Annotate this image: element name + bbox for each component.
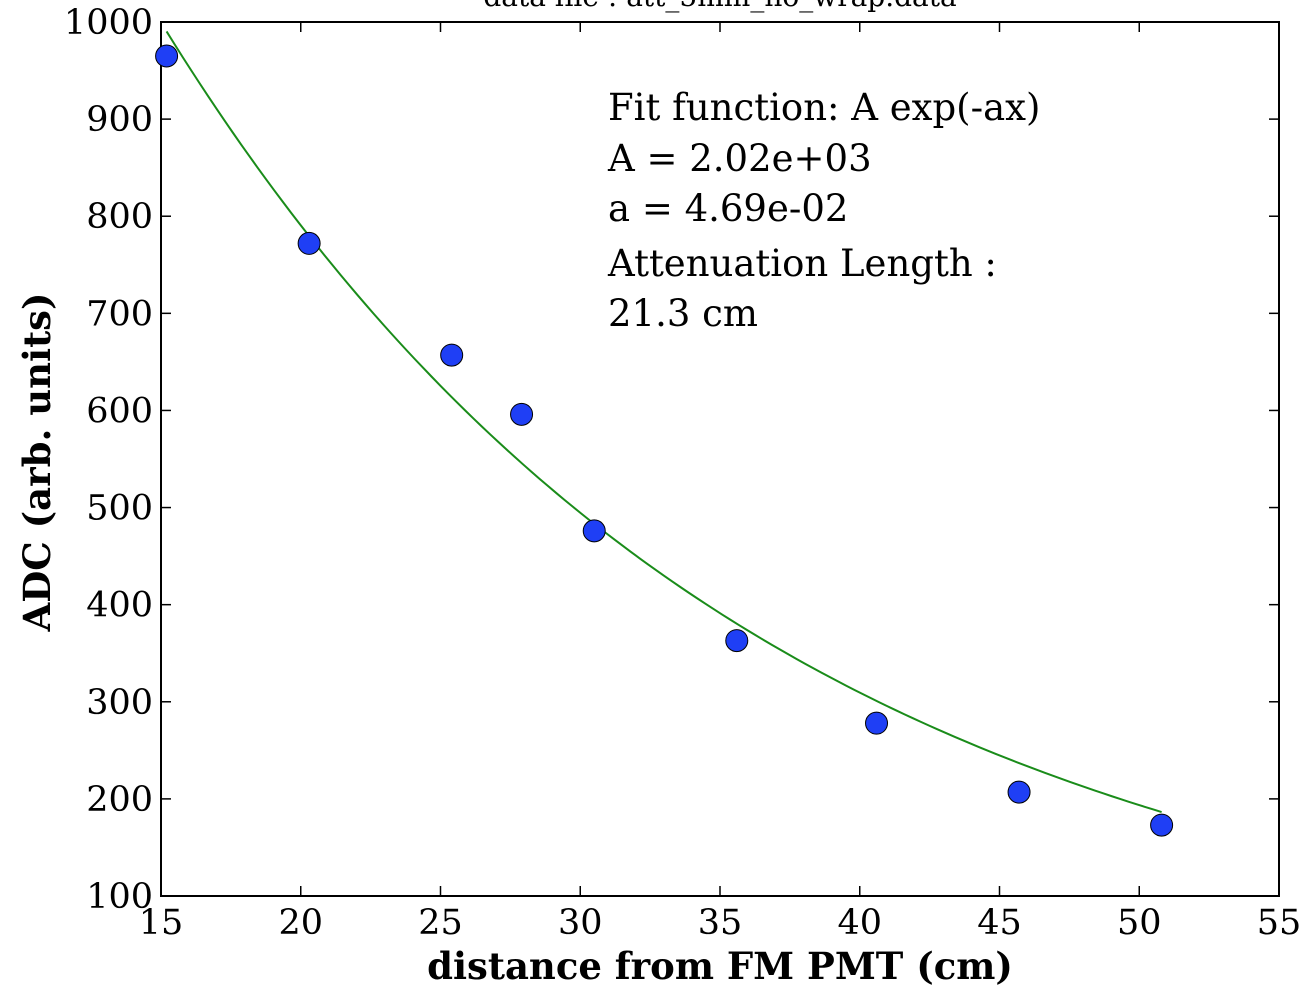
annotation-A-value: A = 2.02e+03	[607, 137, 872, 180]
x-tick-label: 30	[558, 903, 603, 943]
fit-annotation: Fit function: A exp(-ax) A = 2.02e+03 a …	[607, 86, 1040, 335]
ticks-layer: 15 20 25 30 35 40 45 50 55 100 200 300 400 500 600 700 8…	[64, 3, 1301, 943]
data-point	[1150, 813, 1174, 837]
y-tick-label: 200	[86, 780, 153, 820]
annotation-a-value: a = 4.69e-02	[608, 187, 848, 230]
plot-area: 15 20 25 30 35 40 45 50 55 100 200 300 400 500 600 700 8…	[64, 3, 1301, 943]
x-tick-label: 55	[1257, 903, 1302, 943]
x-tick-label: 50	[1117, 903, 1162, 943]
data-points-layer	[155, 44, 1174, 837]
y-tick-label: 600	[86, 391, 153, 431]
x-axis-label: distance from FM PMT (cm)	[427, 944, 1013, 988]
y-tick-label: 700	[86, 294, 153, 334]
chart-title: data file : att_5mm_no_wrap.data	[483, 0, 956, 13]
y-tick-label: 300	[86, 683, 153, 723]
x-tick-label: 25	[418, 903, 463, 943]
x-tick-label: 35	[698, 903, 743, 943]
fit-curve	[165, 30, 1162, 813]
y-tick-label: 800	[86, 197, 153, 237]
x-tick-label: 40	[837, 903, 882, 943]
y-tick-label: 400	[86, 586, 153, 626]
annotation-fit-function: Fit function: A exp(-ax)	[608, 86, 1040, 129]
data-point	[440, 343, 464, 367]
data-point	[582, 519, 606, 543]
y-axis-label: ADC (arb. units)	[15, 292, 59, 632]
annotation-attenuation-value: 21.3 cm	[608, 292, 758, 335]
data-point	[297, 231, 321, 255]
data-point	[865, 711, 889, 735]
data-point	[725, 629, 749, 653]
y-tick-label: 900	[86, 100, 153, 140]
x-tick-label: 45	[977, 903, 1022, 943]
data-point	[510, 402, 534, 426]
y-tick-label: 500	[86, 489, 153, 529]
data-point	[1007, 780, 1031, 804]
y-tick-label: 1000	[64, 3, 153, 43]
annotation-attenuation-label: Attenuation Length :	[607, 242, 997, 285]
x-tick-label: 20	[278, 903, 323, 943]
x-tick-label: 15	[139, 903, 184, 943]
fit-curve-layer	[165, 30, 1162, 813]
y-tick-label: 100	[86, 877, 153, 917]
data-point	[155, 44, 179, 68]
